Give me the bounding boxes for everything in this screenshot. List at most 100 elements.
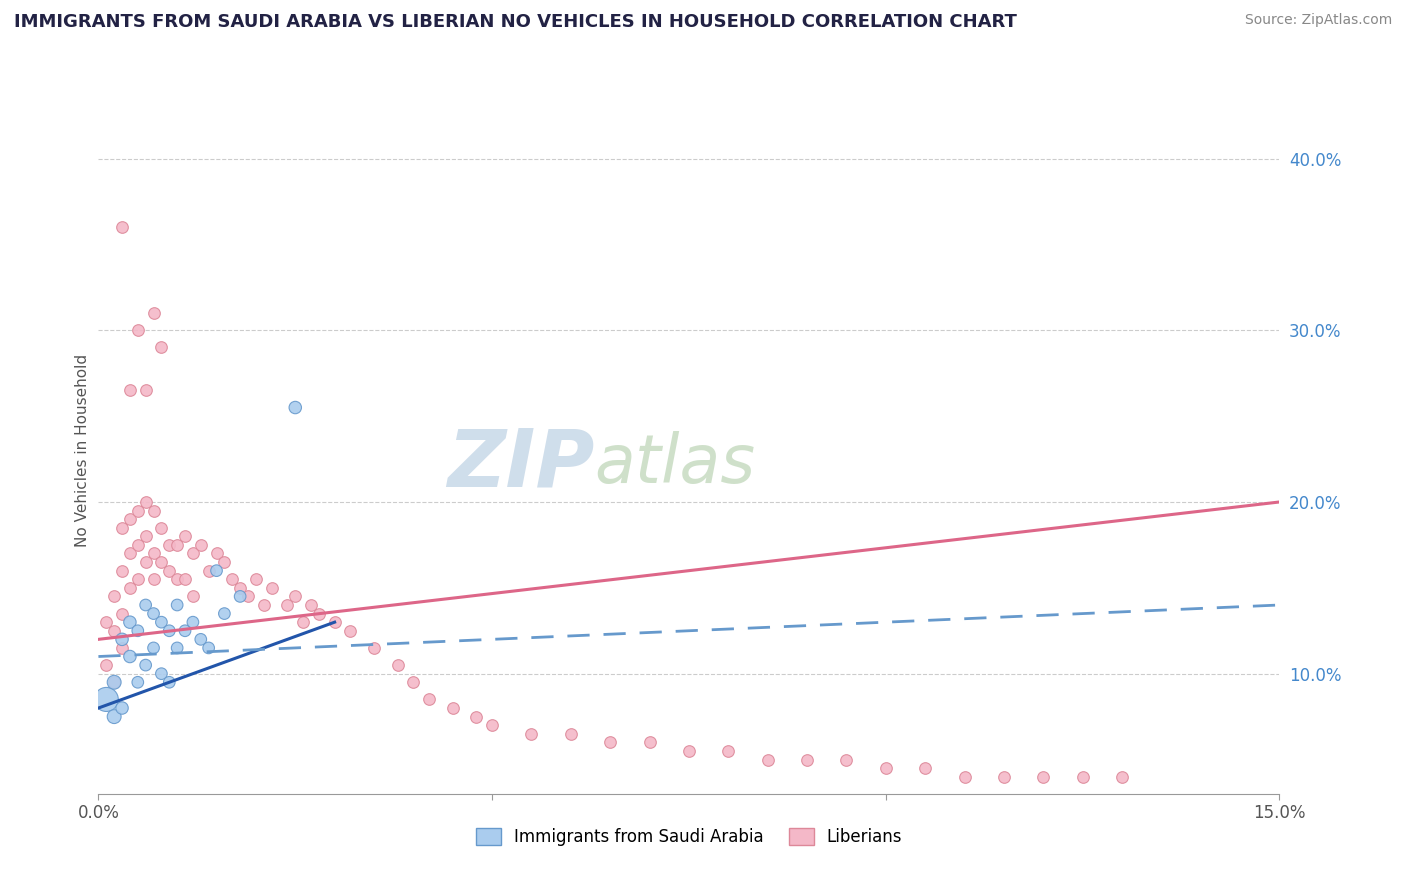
Point bbox=[835, 752, 858, 766]
Point bbox=[157, 675, 180, 690]
Point bbox=[190, 632, 212, 647]
Point bbox=[465, 709, 488, 723]
Point bbox=[118, 546, 141, 561]
Point bbox=[142, 306, 165, 320]
Point bbox=[796, 752, 818, 766]
Point bbox=[197, 564, 219, 578]
Point bbox=[402, 675, 425, 690]
Point bbox=[260, 581, 283, 595]
Point bbox=[135, 495, 157, 509]
Point bbox=[150, 340, 173, 354]
Point bbox=[118, 512, 141, 526]
Text: IMMIGRANTS FROM SAUDI ARABIA VS LIBERIAN NO VEHICLES IN HOUSEHOLD CORRELATION CH: IMMIGRANTS FROM SAUDI ARABIA VS LIBERIAN… bbox=[14, 13, 1017, 31]
Point bbox=[190, 538, 212, 552]
Point bbox=[150, 615, 173, 630]
Point bbox=[520, 727, 543, 741]
Point bbox=[127, 675, 149, 690]
Point bbox=[339, 624, 361, 638]
Point bbox=[135, 529, 157, 543]
Point bbox=[299, 598, 322, 612]
Point bbox=[96, 692, 118, 706]
Point bbox=[441, 701, 464, 715]
Point bbox=[197, 640, 219, 655]
Point bbox=[717, 744, 740, 758]
Point bbox=[127, 624, 149, 638]
Point bbox=[135, 555, 157, 569]
Point bbox=[166, 598, 188, 612]
Point bbox=[292, 615, 315, 630]
Point bbox=[214, 607, 236, 621]
Point bbox=[245, 572, 267, 586]
Point bbox=[157, 538, 180, 552]
Point bbox=[756, 752, 779, 766]
Point bbox=[678, 744, 700, 758]
Y-axis label: No Vehicles in Household: No Vehicles in Household bbox=[75, 354, 90, 547]
Point bbox=[638, 735, 661, 749]
Point bbox=[1032, 770, 1054, 784]
Point bbox=[1071, 770, 1094, 784]
Point bbox=[174, 529, 197, 543]
Point bbox=[135, 598, 157, 612]
Point bbox=[135, 658, 157, 673]
Point bbox=[599, 735, 621, 749]
Point bbox=[418, 692, 440, 706]
Point bbox=[118, 615, 141, 630]
Point bbox=[174, 624, 197, 638]
Point bbox=[481, 718, 503, 732]
Point bbox=[157, 624, 180, 638]
Text: ZIP: ZIP bbox=[447, 425, 595, 503]
Point bbox=[875, 761, 897, 775]
Point bbox=[1111, 770, 1133, 784]
Point bbox=[150, 666, 173, 681]
Point bbox=[253, 598, 276, 612]
Point bbox=[276, 598, 298, 612]
Point bbox=[111, 701, 134, 715]
Point bbox=[387, 658, 409, 673]
Point bbox=[166, 640, 188, 655]
Point bbox=[111, 607, 134, 621]
Point bbox=[214, 555, 236, 569]
Point bbox=[111, 632, 134, 647]
Point bbox=[142, 572, 165, 586]
Point bbox=[284, 401, 307, 415]
Point bbox=[181, 546, 204, 561]
Point bbox=[221, 572, 243, 586]
Point bbox=[118, 649, 141, 664]
Point bbox=[111, 220, 134, 235]
Point bbox=[103, 590, 125, 604]
Point bbox=[363, 640, 385, 655]
Point bbox=[142, 546, 165, 561]
Point bbox=[118, 581, 141, 595]
Point bbox=[150, 555, 173, 569]
Point bbox=[118, 384, 141, 398]
Point bbox=[103, 709, 125, 723]
Point bbox=[103, 675, 125, 690]
Point bbox=[142, 503, 165, 517]
Point bbox=[135, 384, 157, 398]
Point bbox=[96, 658, 118, 673]
Point bbox=[993, 770, 1015, 784]
Text: Source: ZipAtlas.com: Source: ZipAtlas.com bbox=[1244, 13, 1392, 28]
Point bbox=[166, 572, 188, 586]
Point bbox=[127, 538, 149, 552]
Point bbox=[181, 590, 204, 604]
Point bbox=[142, 640, 165, 655]
Point bbox=[111, 640, 134, 655]
Point bbox=[157, 564, 180, 578]
Point bbox=[953, 770, 976, 784]
Point bbox=[150, 521, 173, 535]
Point bbox=[560, 727, 582, 741]
Point bbox=[323, 615, 346, 630]
Point bbox=[103, 675, 125, 690]
Point bbox=[229, 590, 252, 604]
Point bbox=[127, 323, 149, 337]
Point bbox=[229, 581, 252, 595]
Point bbox=[174, 572, 197, 586]
Point bbox=[111, 521, 134, 535]
Point bbox=[308, 607, 330, 621]
Point bbox=[166, 538, 188, 552]
Point bbox=[103, 624, 125, 638]
Point bbox=[142, 607, 165, 621]
Point bbox=[205, 546, 228, 561]
Point bbox=[127, 503, 149, 517]
